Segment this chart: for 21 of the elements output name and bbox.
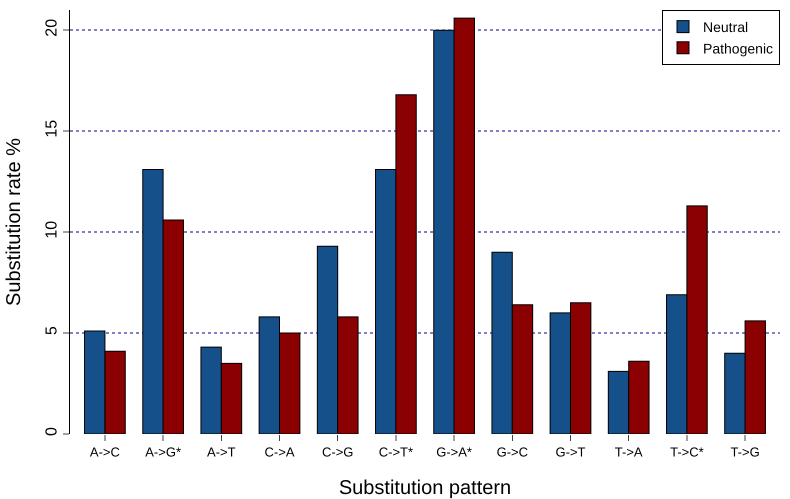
y-tick-label: 0 <box>44 427 61 436</box>
x-tick-label: G->C <box>496 444 528 460</box>
x-tick-label: C->T* <box>378 444 414 460</box>
x-tick-label: A->T <box>207 444 236 460</box>
y-tick-label: 5 <box>44 326 61 336</box>
y-tick-label: 20 <box>44 18 61 37</box>
x-tick-label: G->A* <box>436 444 472 460</box>
y-tick-label: 10 <box>44 220 61 239</box>
x-tick-label: T->C* <box>670 444 704 460</box>
legend-label: Pathogenic <box>703 40 774 56</box>
x-tick-label: C->A <box>264 444 295 460</box>
x-tick-label: T->A <box>614 444 643 460</box>
x-tick-label: G->T <box>556 444 586 460</box>
x-axis-title: Substitution pattern <box>338 477 512 499</box>
legend-label: Neutral <box>703 19 748 36</box>
x-tick-label: A->C <box>90 444 120 460</box>
y-axis-title: Substitution rate % <box>3 138 25 306</box>
x-tick-label: C->G <box>322 444 354 460</box>
x-tick-label: A->G* <box>145 444 181 460</box>
y-tick-label: 15 <box>44 120 61 138</box>
x-tick-label: T->G <box>730 444 760 460</box>
